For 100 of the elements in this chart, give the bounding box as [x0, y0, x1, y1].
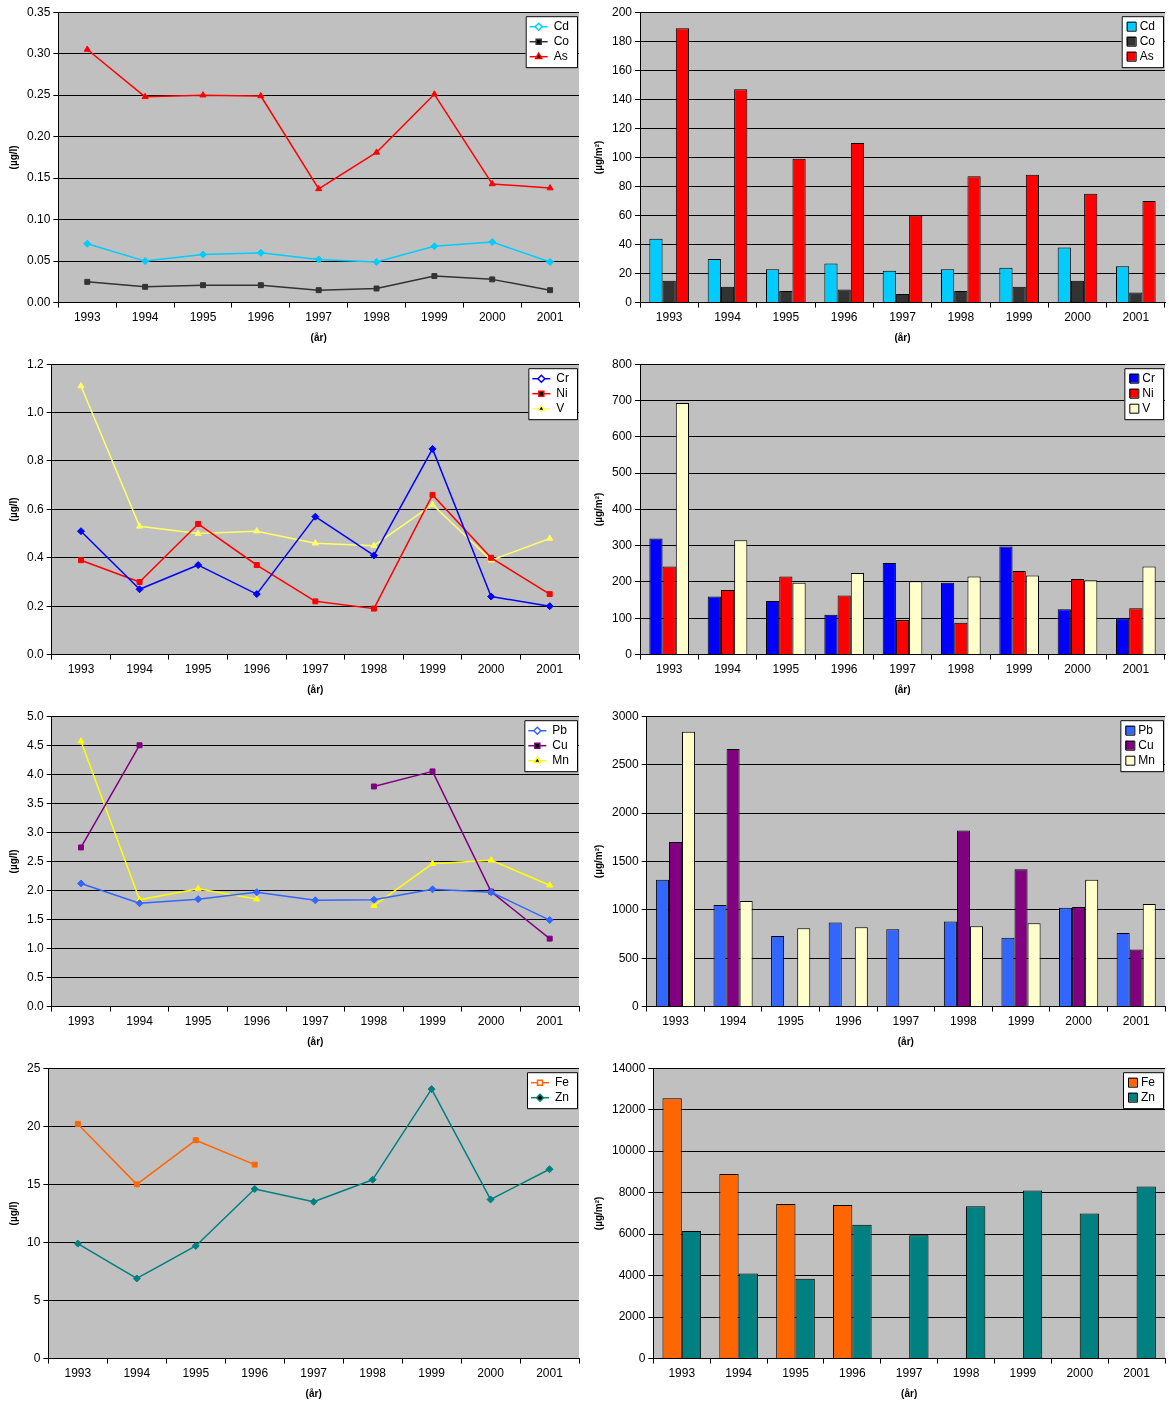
x-tick-label: 1995 — [772, 310, 800, 325]
x-tick-label: 1994 — [126, 662, 154, 677]
x-tick-label: 1999 — [1007, 1014, 1035, 1029]
legend-label: Fe — [1141, 1075, 1156, 1090]
x-tick-label: 1998 — [359, 1366, 387, 1381]
y-tick-label: 2000 — [618, 1309, 646, 1324]
y-tick-label: 0.15 — [27, 170, 51, 185]
y-tick-label: 14000 — [611, 1060, 646, 1075]
legend-label: Fe — [555, 1075, 570, 1090]
x-tick-label: 2001 — [536, 310, 564, 325]
y-tick-label: 0 — [625, 646, 633, 661]
x-tick-label: 2001 — [1122, 310, 1150, 325]
x-axis-title: (år) — [310, 331, 327, 343]
y-tick-label: 0.30 — [27, 46, 51, 60]
x-tick-label: 1995 — [772, 662, 800, 677]
y-tick-label: 180 — [611, 33, 633, 48]
y-tick-label: 3.5 — [26, 795, 44, 810]
y-tick-label: 300 — [611, 538, 633, 553]
x-tick-label: 1993 — [67, 1014, 95, 1029]
legend-label: V — [556, 401, 565, 416]
x-tick-label: 1998 — [363, 310, 391, 325]
y-tick-label: 600 — [611, 429, 633, 444]
x-tick-label: 1995 — [782, 1366, 810, 1381]
x-tick-label: 1994 — [714, 662, 742, 677]
x-tick-label: 1996 — [241, 1366, 269, 1381]
legend-label: Cr — [1142, 371, 1156, 386]
y-tick-label: 4.5 — [26, 737, 44, 752]
x-axis-title: (år) — [305, 1387, 322, 1399]
x-tick-label: 1993 — [655, 662, 683, 677]
x-tick-label: 1999 — [1005, 310, 1033, 325]
x-tick-label: 1998 — [947, 662, 975, 677]
x-tick-label: 1993 — [64, 1366, 92, 1381]
x-tick-label: 1995 — [182, 1366, 210, 1381]
y-tick-label: 12000 — [611, 1102, 646, 1116]
y-axis-title: (µg/l) — [7, 1201, 19, 1226]
x-tick-label: 2001 — [536, 662, 564, 677]
x-tick-label: 1998 — [950, 1014, 978, 1029]
y-tick-label: 0 — [632, 998, 640, 1013]
x-tick-label: 1995 — [184, 662, 212, 677]
y-tick-label: 0.6 — [26, 501, 44, 516]
legend-label: Cd — [1139, 19, 1155, 34]
y-tick-label: 0 — [625, 294, 633, 309]
x-tick-label: 2000 — [478, 310, 506, 325]
y-tick-label: 10000 — [611, 1143, 646, 1158]
y-axis-title: (µg/m²) — [592, 844, 604, 879]
x-tick-label: 1995 — [777, 1014, 805, 1029]
x-tick-label: 1994 — [123, 1366, 151, 1381]
x-tick-label: 1994 — [131, 310, 159, 325]
y-tick-label: 4.0 — [26, 766, 44, 781]
y-tick-label: 120 — [611, 120, 633, 135]
x-tick-label: 2001 — [1122, 662, 1150, 677]
x-tick-label: 1995 — [189, 310, 217, 325]
x-tick-label: 1993 — [668, 1366, 696, 1381]
x-tick-label: 1993 — [73, 310, 101, 325]
y-tick-label: 2000 — [611, 805, 640, 820]
x-tick-label: 1997 — [892, 1014, 920, 1029]
y-tick-label: 20 — [618, 265, 633, 280]
x-tick-label: 2000 — [1064, 662, 1092, 677]
x-tick-label: 2001 — [536, 1014, 564, 1029]
x-tick-label: 1997 — [895, 1366, 923, 1381]
y-tick-label: 100 — [611, 610, 633, 625]
legend-label: Ni — [1142, 386, 1154, 401]
y-tick-label: 0.35 — [27, 4, 51, 19]
y-axis-title: (µg/m²) — [592, 140, 604, 175]
y-tick-label: 0 — [638, 1350, 646, 1365]
y-tick-label: 80 — [618, 178, 633, 193]
y-axis-title: (µg/m²) — [592, 1196, 604, 1231]
y-axis-title: (µg/l) — [7, 497, 19, 522]
legend-label: Cu — [1138, 738, 1154, 753]
x-tick-label: 1996 — [247, 310, 275, 325]
legend-label: Mn — [552, 753, 569, 768]
legend-label: As — [1139, 49, 1154, 64]
x-tick-label: 2000 — [1064, 310, 1092, 325]
y-tick-label: 4000 — [618, 1267, 646, 1282]
x-tick-label: 1997 — [305, 310, 333, 325]
x-tick-label: 1997 — [301, 662, 330, 677]
y-tick-label: 0.2 — [26, 598, 44, 613]
x-axis-title: (år) — [901, 1387, 918, 1399]
x-tick-label: 2001 — [536, 1366, 564, 1381]
x-tick-label: 2000 — [1066, 1366, 1094, 1381]
x-tick-label: 1997 — [300, 1366, 328, 1381]
x-axis-title: (år) — [897, 1035, 914, 1047]
x-tick-label: 1997 — [889, 662, 917, 677]
x-tick-label: 1995 — [184, 1014, 212, 1029]
y-tick-label: 200 — [611, 4, 633, 19]
y-tick-label: 8000 — [618, 1184, 646, 1199]
y-tick-label: 6000 — [618, 1226, 646, 1241]
x-axis-title: (år) — [307, 683, 324, 695]
x-tick-label: 2001 — [1122, 1014, 1150, 1029]
legend-label: Cd — [553, 19, 569, 34]
legend-label: Zn — [1141, 1090, 1156, 1105]
y-tick-label: 1500 — [611, 853, 640, 868]
y-tick-label: 2.5 — [26, 853, 44, 868]
y-tick-label: 400 — [611, 501, 633, 516]
y-tick-label: 0.0 — [26, 646, 44, 661]
x-tick-label: 1996 — [830, 662, 858, 677]
y-tick-label: 140 — [611, 91, 633, 106]
y-axis-title: (µg/l) — [7, 849, 19, 874]
y-tick-label: 0 — [33, 1350, 41, 1365]
y-tick-label: 700 — [611, 392, 633, 407]
